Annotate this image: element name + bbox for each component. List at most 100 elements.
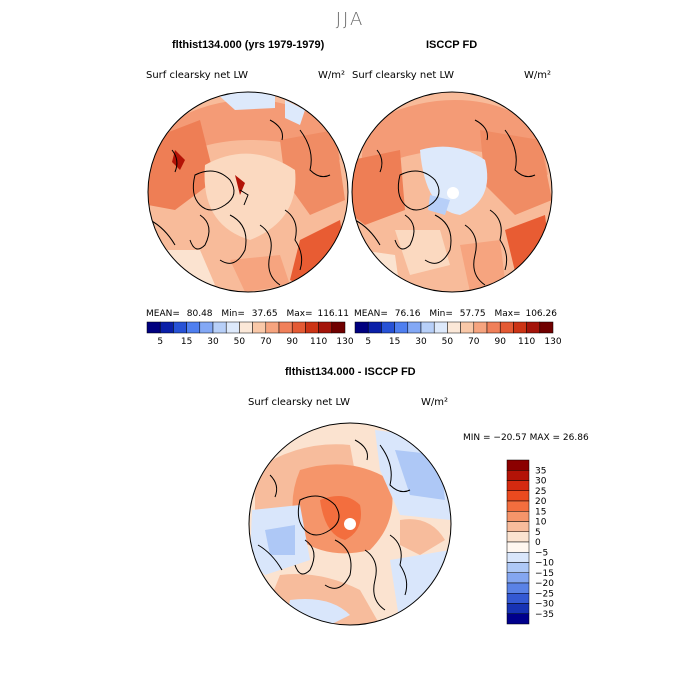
left-min-value: 37.65 <box>251 309 278 319</box>
right-colorbar: 5 15 30 50 70 90 110 130 <box>354 321 562 347</box>
left-colorbar: 5 15 30 50 70 90 110 130 <box>146 321 354 347</box>
left-colorbar-tick-label: 30 <box>207 337 219 347</box>
difference-colorbar-swatch <box>506 572 530 584</box>
right-colorbar-swatch <box>499 321 514 334</box>
difference-polar-map <box>248 422 452 626</box>
left-colorbar-swatch <box>212 321 227 334</box>
difference-colorbar-tick-label: 5 <box>535 528 541 538</box>
left-colorbar-swatch <box>278 321 293 334</box>
left-colorbar-swatch <box>252 321 267 334</box>
difference-colorbar-swatch <box>506 490 530 502</box>
left-colorbar-tick-label: 130 <box>336 337 353 347</box>
right-colorbar-swatch <box>420 321 435 334</box>
right-colorbar-tick-label: 15 <box>389 337 400 347</box>
diff-minmax-text: MIN = −20.57 MAX = 26.86 <box>463 433 589 443</box>
left-colorbar-tick-label: 50 <box>234 337 246 347</box>
difference-colorbar-tick-label: 15 <box>535 507 546 517</box>
difference-colorbar-swatch <box>506 541 530 553</box>
difference-colorbar-swatch <box>506 562 530 573</box>
left-max-value: 116.11 <box>317 309 349 319</box>
right-colorbar-swatch <box>394 321 409 334</box>
right-colorbar-swatch <box>473 321 488 334</box>
right-colorbar-tick-label: 70 <box>468 337 480 347</box>
difference-colorbar-tick-label: 35 <box>535 466 546 476</box>
difference-colorbar-swatch <box>506 480 530 491</box>
left-colorbar-swatch <box>239 321 253 334</box>
difference-colorbar-tick-label: −10 <box>535 559 554 569</box>
difference-colorbar-tick-label: −5 <box>535 548 548 558</box>
left-colorbar-swatch <box>318 321 333 334</box>
season-title: JJA <box>335 9 365 30</box>
right-min-value: 57.75 <box>459 309 486 319</box>
left-max-label: Max= <box>286 309 313 319</box>
diff-panel-variable: Surf clearsky net LW <box>248 397 351 408</box>
difference-colorbar-swatch <box>506 470 530 481</box>
left-colorbar-swatch <box>186 321 201 334</box>
left-colorbar-tick-label: 70 <box>260 337 272 347</box>
left-colorbar-swatch <box>305 321 319 334</box>
left-colorbar-tick-label: 110 <box>310 337 327 347</box>
left-colorbar-swatch <box>159 321 174 334</box>
difference-colorbar-swatch <box>506 603 530 614</box>
difference-colorbar-tick-label: 30 <box>535 477 547 487</box>
right-colorbar-swatch <box>513 321 527 334</box>
right-colorbar-tick-label: 5 <box>365 337 371 347</box>
right-colorbar-swatch <box>447 321 461 334</box>
right-mean-value: 76.16 <box>394 309 421 319</box>
right-colorbar-swatch <box>486 321 501 334</box>
difference-colorbar-tick-label: 10 <box>535 518 547 528</box>
right-colorbar-swatch <box>526 321 541 334</box>
right-colorbar-swatch <box>354 321 369 334</box>
difference-colorbar-tick-label: −25 <box>535 589 554 599</box>
right-colorbar-swatch <box>433 321 448 334</box>
left-mean-value: 80.48 <box>186 309 213 319</box>
difference-colorbar-swatch <box>506 593 530 604</box>
left-colorbar-swatch <box>331 321 346 334</box>
right-max-label: Max= <box>494 309 521 319</box>
right-colorbar-tick-label: 130 <box>544 337 561 347</box>
right-colorbar-swatch <box>407 321 422 334</box>
difference-colorbar-swatch <box>506 552 530 563</box>
right-panel-stats: MEAN= 76.16 Min= 57.75 Max= 106.26 <box>354 309 557 319</box>
difference-colorbar-tick-label: 20 <box>535 497 547 507</box>
difference-colorbar-swatch <box>506 521 530 532</box>
diff-panel-title: flthist134.000 - ISCCP FD <box>285 366 416 378</box>
left-colorbar-swatch <box>225 321 240 334</box>
right-min-label: Min= <box>429 309 453 319</box>
right-colorbar-swatch <box>539 321 554 334</box>
left-colorbar-swatch <box>146 321 161 334</box>
diff-panel-units: W/m² <box>421 397 449 408</box>
left-colorbar-swatch <box>265 321 280 334</box>
difference-colorbar-swatch <box>506 459 530 471</box>
right-colorbar-tick-label: 30 <box>415 337 427 347</box>
left-panel-title: flthist134.000 (yrs 1979-1979) <box>172 39 325 51</box>
difference-colorbar-tick-label: 0 <box>535 538 541 548</box>
right-panel-units: W/m² <box>524 70 552 81</box>
left-colorbar-tick-label: 90 <box>286 337 298 347</box>
left-colorbar-tick-label: 5 <box>157 337 163 347</box>
right-mean-label: MEAN= <box>354 309 388 319</box>
right-colorbar-tick-label: 90 <box>494 337 506 347</box>
right-panel-title: ISCCP FD <box>426 39 478 51</box>
difference-colorbar-tick-label: 25 <box>535 487 546 497</box>
left-colorbar-tick-label: 15 <box>181 337 192 347</box>
right-colorbar-tick-label: 110 <box>518 337 535 347</box>
left-colorbar-swatch <box>291 321 306 334</box>
left-colorbar-swatch <box>199 321 214 334</box>
left-min-label: Min= <box>221 309 245 319</box>
left-panel-units: W/m² <box>318 70 346 81</box>
left-panel-variable: Surf clearsky net LW <box>146 70 249 81</box>
right-colorbar-swatch <box>460 321 475 334</box>
right-panel-variable: Surf clearsky net LW <box>352 70 455 81</box>
right-max-value: 106.26 <box>525 309 557 319</box>
difference-colorbar-swatch <box>506 613 530 625</box>
left-colorbar-swatch <box>173 321 187 334</box>
difference-colorbar-tick-label: −30 <box>535 600 554 610</box>
right-colorbar-swatch <box>381 321 395 334</box>
right-colorbar-tick-label: 50 <box>442 337 454 347</box>
right-polar-map <box>351 91 553 293</box>
right-colorbar-swatch <box>367 321 382 334</box>
difference-colorbar-swatch <box>506 511 530 522</box>
